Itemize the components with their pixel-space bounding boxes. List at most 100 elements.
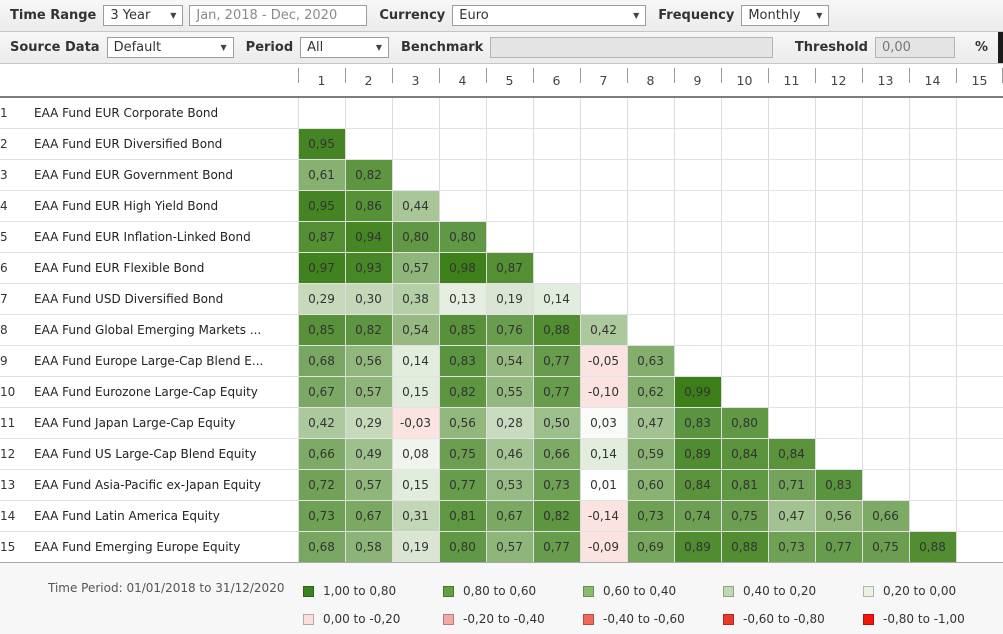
row-number: 11 <box>0 407 34 439</box>
correlation-cell: 0,66 <box>297 438 345 470</box>
legend-label: 0,40 to 0,20 <box>743 584 817 598</box>
correlation-cell: 0,85 <box>438 314 486 346</box>
empty-cell <box>720 314 768 346</box>
currency-select[interactable]: Euro ▼ <box>452 5 647 26</box>
correlation-cell: 0,57 <box>391 252 439 284</box>
empty-cell <box>908 96 956 129</box>
row-number: 12 <box>0 438 34 470</box>
correlation-cell: 0,77 <box>532 345 580 377</box>
empty-cell <box>720 221 768 253</box>
empty-cell <box>626 96 674 129</box>
legend-label: 0,60 to 0,40 <box>603 584 677 598</box>
empty-cell <box>391 96 439 129</box>
fund-row-10: 10 EAA Fund Eurozone Large-Cap Equity 0,67… <box>0 376 1003 408</box>
benchmark-input[interactable] <box>490 37 773 58</box>
legend-swatch-icon <box>723 585 734 597</box>
correlation-cell: 0,75 <box>438 438 486 470</box>
legend-label: -0,20 to -0,40 <box>463 612 545 626</box>
empty-cell <box>814 376 862 408</box>
correlation-cell: 0,67 <box>485 500 533 532</box>
correlation-cell: 0,54 <box>485 345 533 377</box>
empty-cell <box>720 159 768 191</box>
legend-label: 0,80 to 0,60 <box>463 584 537 598</box>
date-range-input[interactable] <box>189 5 368 26</box>
column-header-9: 9 <box>674 64 721 98</box>
empty-cell <box>955 252 1003 284</box>
correlation-cell: 0,56 <box>344 345 392 377</box>
period-select[interactable]: All ▼ <box>300 37 389 58</box>
correlation-cell: 0,95 <box>297 128 345 160</box>
threshold-input[interactable] <box>874 37 955 58</box>
chevron-down-icon: ▼ <box>375 43 382 52</box>
correlation-cell: 0,42 <box>297 407 345 439</box>
empty-cell <box>579 190 627 222</box>
frequency-select[interactable]: Monthly ▼ <box>741 5 830 26</box>
fund-row-11: 11 EAA Fund Japan Large-Cap Equity 0,42 0,2… <box>0 407 1003 439</box>
legend-item: 0,60 to 0,40 <box>583 577 723 605</box>
column-header-13: 13 <box>862 64 909 98</box>
row-number: 1 <box>0 96 34 129</box>
legend-item: -0,20 to -0,40 <box>443 605 583 633</box>
empty-cell <box>720 252 768 284</box>
fund-row-7: 7 EAA Fund USD Diversified Bond 0,29 0,30 0,… <box>0 283 1003 315</box>
correlation-cell: 0,68 <box>297 345 345 377</box>
source-data-value: Default <box>113 40 162 55</box>
correlation-cell: 0,63 <box>626 345 674 377</box>
correlation-cell: 0,42 <box>579 314 627 346</box>
empty-cell <box>579 128 627 160</box>
fund-name: EAA Fund EUR High Yield Bond <box>34 190 298 222</box>
empty-cell <box>861 438 909 470</box>
correlation-cell: 0,82 <box>344 159 392 191</box>
empty-cell <box>814 190 862 222</box>
correlation-cell: 0,29 <box>297 283 345 315</box>
empty-cell <box>908 190 956 222</box>
fund-name: EAA Fund EUR Government Bond <box>34 159 298 191</box>
legend-item: 0,80 to 0,60 <box>443 577 583 605</box>
empty-cell <box>532 128 580 160</box>
correlation-cell: 0,54 <box>391 314 439 346</box>
scrollbar-notch[interactable] <box>998 32 1003 63</box>
legend-item: -0,40 to -0,60 <box>583 605 723 633</box>
empty-cell <box>438 190 486 222</box>
legend-swatch-icon <box>583 613 594 625</box>
empty-cell <box>814 345 862 377</box>
empty-cell <box>579 96 627 129</box>
benchmark-label: Benchmark <box>400 40 484 55</box>
correlation-cell: 0,31 <box>391 500 439 532</box>
correlation-cell: 0,73 <box>767 531 815 563</box>
correlation-cell: 0,84 <box>673 469 721 501</box>
fund-name: EAA Fund Europe Large-Cap Blend E... <box>34 345 298 377</box>
row-number: 3 <box>0 159 34 191</box>
chevron-down-icon: ▼ <box>220 43 227 52</box>
empty-cell <box>579 159 627 191</box>
correlation-cell: 0,80 <box>438 531 486 563</box>
correlation-legend: 1,00 to 0,80 0,80 to 0,60 0,60 to 0,40 0,40… <box>303 577 1003 634</box>
empty-cell <box>485 96 533 129</box>
empty-cell <box>908 376 956 408</box>
correlation-cell: 0,88 <box>720 531 768 563</box>
correlation-cell: 0,14 <box>532 283 580 315</box>
correlation-cell: 0,84 <box>767 438 815 470</box>
correlation-cell: 0,67 <box>297 376 345 408</box>
correlation-cell: 0,38 <box>391 283 439 315</box>
correlation-cell: 0,83 <box>814 469 862 501</box>
source-data-select[interactable]: Default ▼ <box>106 37 234 58</box>
correlation-cell: 0,13 <box>438 283 486 315</box>
empty-cell <box>908 252 956 284</box>
row-number: 5 <box>0 221 34 253</box>
empty-cell <box>579 283 627 315</box>
fund-name: EAA Fund Emerging Europe Equity <box>34 531 298 563</box>
fund-name: EAA Fund EUR Inflation-Linked Bond <box>34 221 298 253</box>
empty-cell <box>532 221 580 253</box>
percent-label: % <box>974 40 988 55</box>
empty-cell <box>438 96 486 129</box>
correlation-cell: 0,73 <box>297 500 345 532</box>
empty-cell <box>861 283 909 315</box>
correlation-cell: 0,46 <box>485 438 533 470</box>
time-range-select[interactable]: 3 Year ▼ <box>103 5 184 26</box>
row-number: 14 <box>0 500 34 532</box>
fund-name: EAA Fund Japan Large-Cap Equity <box>34 407 298 439</box>
correlation-cell: 0,47 <box>626 407 674 439</box>
empty-cell <box>485 159 533 191</box>
legend-swatch-icon <box>863 613 874 625</box>
